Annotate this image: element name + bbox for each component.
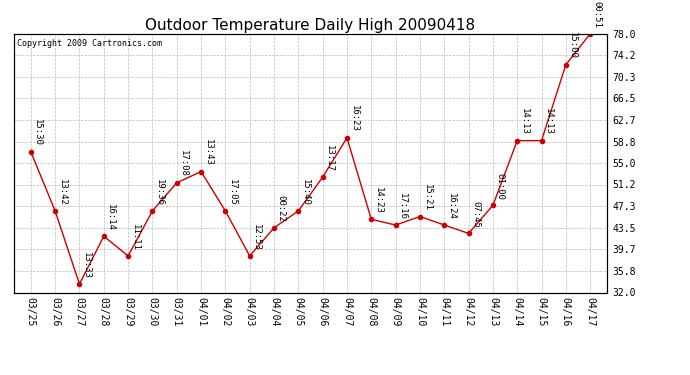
- Text: 00:51: 00:51: [593, 2, 602, 28]
- Text: 00:22: 00:22: [277, 195, 286, 222]
- Text: 17:05: 17:05: [228, 178, 237, 206]
- Text: 17:16: 17:16: [398, 193, 407, 219]
- Text: 14:13: 14:13: [520, 108, 529, 135]
- Text: 13:17: 13:17: [325, 145, 334, 172]
- Text: 17:08: 17:08: [179, 150, 188, 177]
- Text: 15:30: 15:30: [33, 120, 42, 146]
- Text: 15:21: 15:21: [422, 184, 431, 211]
- Text: 14:23: 14:23: [374, 187, 383, 214]
- Title: Outdoor Temperature Daily High 20090418: Outdoor Temperature Daily High 20090418: [146, 18, 475, 33]
- Text: 11:11: 11:11: [130, 224, 139, 251]
- Text: 19:36: 19:36: [155, 178, 164, 206]
- Text: 15:00: 15:00: [569, 32, 578, 59]
- Text: Copyright 2009 Cartronics.com: Copyright 2009 Cartronics.com: [17, 39, 161, 48]
- Text: 13:33: 13:33: [82, 252, 91, 279]
- Text: 07:45: 07:45: [471, 201, 480, 228]
- Text: 16:24: 16:24: [446, 193, 455, 219]
- Text: 14:13: 14:13: [544, 108, 553, 135]
- Text: 13:43: 13:43: [204, 139, 213, 166]
- Text: 16:23: 16:23: [349, 105, 358, 132]
- Text: 13:42: 13:42: [57, 178, 67, 206]
- Text: 01:00: 01:00: [495, 173, 504, 200]
- Text: 16:14: 16:14: [106, 204, 115, 231]
- Text: 15:40: 15:40: [301, 178, 310, 206]
- Text: 12:53: 12:53: [252, 224, 261, 251]
